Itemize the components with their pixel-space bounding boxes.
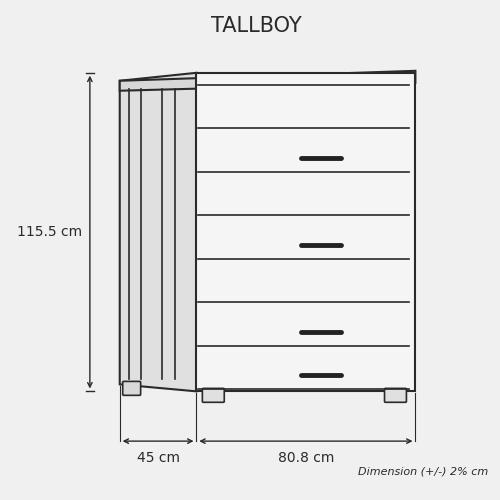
Text: 45 cm: 45 cm	[136, 451, 180, 465]
Text: 80.8 cm: 80.8 cm	[278, 451, 334, 465]
FancyBboxPatch shape	[202, 388, 224, 402]
FancyBboxPatch shape	[122, 382, 140, 396]
Text: 115.5 cm: 115.5 cm	[17, 225, 82, 239]
Polygon shape	[120, 73, 196, 392]
Polygon shape	[120, 71, 416, 90]
Text: Dimension (+/-) 2% cm: Dimension (+/-) 2% cm	[358, 467, 488, 477]
Text: TALLBOY: TALLBOY	[210, 16, 302, 36]
Polygon shape	[196, 73, 416, 392]
FancyBboxPatch shape	[384, 388, 406, 402]
